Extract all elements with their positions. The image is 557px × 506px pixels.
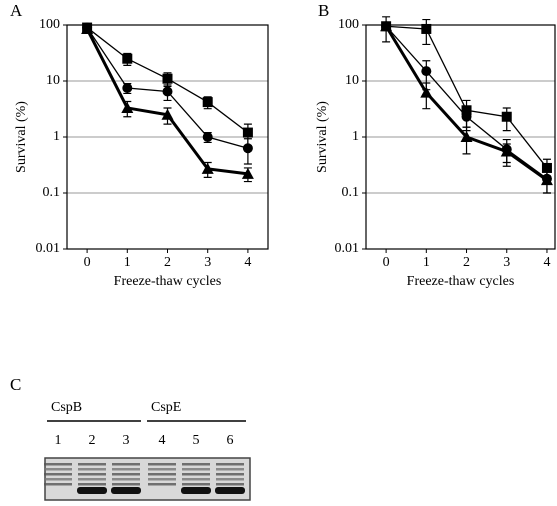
gel-band: [216, 468, 244, 471]
series-line: [85, 28, 249, 176]
gel-band: [182, 478, 210, 481]
y-tick-label: 10: [345, 73, 359, 88]
marker-circle: [122, 82, 133, 93]
gel-band: [78, 478, 106, 481]
marker-triangle: [540, 174, 553, 186]
gel-band: [78, 483, 106, 486]
marker-triangle: [201, 162, 214, 174]
gel-band: [181, 487, 211, 494]
marker-triangle: [121, 101, 134, 113]
marker-square: [202, 97, 213, 108]
marker-triangle: [241, 167, 254, 179]
marker-square: [501, 111, 512, 122]
marker-circle: [202, 132, 213, 142]
lane-label: 2: [89, 433, 96, 448]
x-tick-label: 1: [423, 255, 430, 270]
gel-band: [111, 487, 141, 494]
x-tick-label: 4: [543, 255, 550, 270]
gel-band: [112, 483, 140, 486]
gel-band: [216, 478, 244, 481]
marker-circle: [242, 143, 253, 154]
x-tick-label: 0: [84, 255, 91, 270]
panel-label: C: [10, 375, 21, 394]
x-tick-label: 0: [383, 255, 390, 270]
marker-circle: [461, 111, 472, 122]
x-tick-label: 2: [164, 255, 171, 270]
gel-band: [112, 478, 140, 481]
gel-band: [182, 483, 210, 486]
gel-band: [78, 468, 106, 471]
gel-band: [112, 463, 140, 466]
gel-band: [78, 463, 106, 466]
lane-label: 3: [123, 433, 130, 448]
gel-band: [148, 473, 176, 476]
gel-band: [148, 463, 176, 466]
gel-band: [77, 487, 107, 494]
gel-band: [216, 473, 244, 476]
group-label: CspE: [151, 400, 181, 415]
y-tick-label: 1: [53, 129, 60, 144]
x-axis-label: Freeze-thaw cycles: [407, 274, 515, 289]
gel-band: [44, 473, 72, 476]
gel-band: [112, 468, 140, 471]
y-tick-label: 0.01: [335, 241, 360, 256]
y-tick-label: 100: [39, 17, 60, 32]
gel-band: [44, 463, 72, 466]
gel-band: [182, 463, 210, 466]
group-label: CspB: [51, 400, 82, 415]
marker-square: [421, 23, 432, 34]
marker-triangle: [81, 22, 94, 34]
x-tick-label: 2: [463, 255, 470, 270]
y-axis-label: Survival (%): [315, 101, 330, 173]
gel-band: [44, 478, 72, 481]
gel-band: [112, 473, 140, 476]
lane-label: 6: [227, 433, 234, 448]
y-axis-label: Survival (%): [14, 101, 29, 173]
x-tick-label: 4: [244, 255, 251, 270]
gel-band: [44, 468, 72, 471]
y-tick-label: 0.1: [342, 185, 360, 200]
x-tick-label: 3: [503, 255, 510, 270]
x-tick-label: 3: [204, 255, 211, 270]
y-tick-label: 0.01: [36, 241, 61, 256]
y-tick-label: 0.1: [43, 185, 61, 200]
marker-circle: [421, 66, 432, 77]
lane-label: 4: [159, 433, 166, 448]
lane-label: 5: [193, 433, 200, 448]
y-tick-label: 10: [46, 73, 60, 88]
marker-triangle: [420, 86, 433, 98]
gel-band: [215, 487, 245, 494]
gel-band: [148, 483, 176, 486]
marker-circle: [162, 86, 173, 97]
gel-band: [44, 483, 72, 486]
y-tick-label: 100: [338, 17, 359, 32]
marker-square: [541, 162, 552, 173]
gel-band: [148, 478, 176, 481]
gel-band: [148, 468, 176, 471]
gel-band: [216, 483, 244, 486]
gel-band: [78, 473, 106, 476]
panel-label: A: [10, 1, 23, 20]
lane-label: 1: [55, 433, 62, 448]
marker-square: [242, 127, 253, 138]
marker-triangle: [500, 145, 513, 157]
marker-square: [162, 73, 173, 84]
marker-triangle: [380, 20, 393, 32]
plot-frame: [66, 24, 269, 250]
plot-frame: [365, 24, 556, 250]
gel-band: [182, 468, 210, 471]
y-tick-label: 1: [352, 129, 359, 144]
panel-label: B: [318, 1, 329, 20]
marker-triangle: [161, 108, 174, 120]
gel-band: [216, 463, 244, 466]
marker-triangle: [460, 131, 473, 142]
x-tick-label: 1: [124, 255, 131, 270]
gel-band: [182, 473, 210, 476]
marker-square: [122, 53, 133, 64]
x-axis-label: Freeze-thaw cycles: [114, 274, 222, 289]
